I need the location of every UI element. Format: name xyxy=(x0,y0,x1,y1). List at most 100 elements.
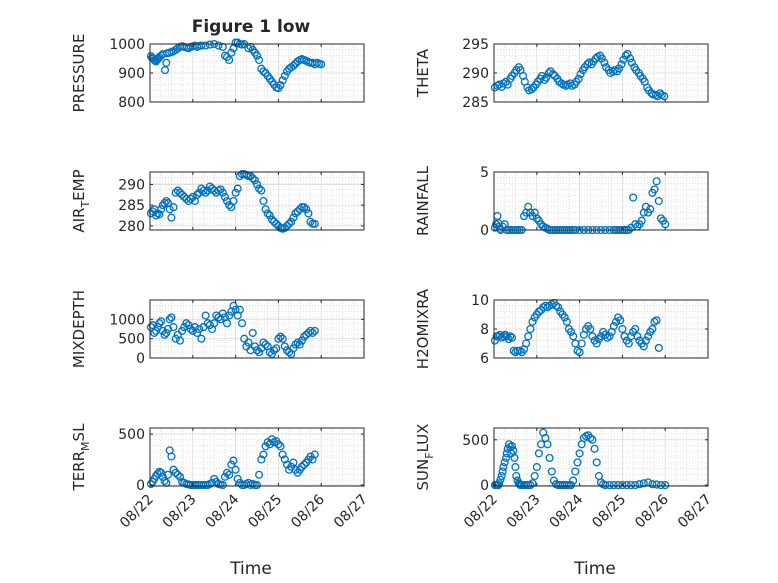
data-point xyxy=(609,481,618,490)
data-point xyxy=(600,58,609,67)
data-point xyxy=(270,217,279,226)
data-point xyxy=(229,456,238,465)
data-point xyxy=(229,301,238,310)
data-point xyxy=(590,444,599,453)
data-point xyxy=(160,199,169,208)
data-point xyxy=(511,462,520,472)
y-tick-label: 500 xyxy=(118,427,145,443)
data-point xyxy=(155,319,164,328)
data-point xyxy=(267,215,277,224)
data-point xyxy=(255,184,264,193)
subplot-theta: 285 290 295 THETA xyxy=(414,37,709,111)
x-axis-label-left: Time xyxy=(229,559,272,579)
data-point xyxy=(532,462,541,472)
data-point xyxy=(571,467,580,476)
data-point xyxy=(270,346,279,355)
data-point xyxy=(218,480,227,490)
data-point xyxy=(193,328,202,337)
data-point xyxy=(562,317,571,326)
data-point xyxy=(265,440,274,449)
y-tick-label: 6 xyxy=(480,351,489,367)
axes-box xyxy=(493,427,709,487)
data-point xyxy=(173,470,182,479)
data-point xyxy=(162,58,171,67)
data-point xyxy=(282,221,292,230)
data-point xyxy=(278,450,287,459)
data-point xyxy=(614,64,624,73)
data-point xyxy=(575,449,584,458)
subplot-mixdepth: 0 500 1000 MIXDEPTH xyxy=(70,290,365,368)
axes-box xyxy=(149,299,365,359)
data-point xyxy=(278,76,287,85)
data-point xyxy=(496,475,505,484)
data-point xyxy=(280,455,289,464)
y-tick-label: 290 xyxy=(462,66,489,82)
data-point xyxy=(157,205,166,214)
data-point xyxy=(225,470,234,479)
data-point xyxy=(586,433,595,443)
data-point xyxy=(650,317,659,326)
data-point xyxy=(512,471,521,481)
data-point xyxy=(629,193,638,202)
data-point xyxy=(220,51,229,60)
data-point xyxy=(310,326,319,335)
data-point xyxy=(302,205,311,214)
data-point xyxy=(573,346,582,355)
data-point xyxy=(605,332,614,341)
y-tick-label: 285 xyxy=(462,95,489,111)
data-point xyxy=(547,300,556,309)
data-point xyxy=(530,471,539,481)
data-point xyxy=(193,190,202,199)
data-point xyxy=(214,41,223,50)
data-point xyxy=(656,214,665,223)
data-point xyxy=(252,180,262,189)
data-point xyxy=(616,316,625,325)
data-point xyxy=(306,326,315,335)
data-point xyxy=(165,315,174,324)
data-point xyxy=(173,186,182,195)
data-point xyxy=(261,340,270,349)
data-point xyxy=(654,343,663,352)
data-point xyxy=(534,307,543,316)
data-point xyxy=(250,176,259,185)
y-tick-label: 1000 xyxy=(109,37,145,53)
data-point xyxy=(248,328,257,337)
data-point xyxy=(297,462,306,471)
data-point xyxy=(195,324,204,334)
data-point xyxy=(597,54,606,63)
y-axis-label-2: AIRTEMP xyxy=(70,169,92,232)
data-point xyxy=(641,336,650,345)
data-point xyxy=(637,216,646,225)
data-point xyxy=(526,324,535,334)
y-axis-label-5: H2OMIXRA xyxy=(414,288,432,369)
y-tick-label: 280 xyxy=(118,219,145,235)
data-point xyxy=(549,70,558,79)
data-point xyxy=(276,332,285,341)
data-point xyxy=(201,188,210,197)
data-point xyxy=(601,481,610,490)
y-tick-label: 900 xyxy=(118,66,145,82)
y-tick-label: 8 xyxy=(480,322,489,338)
data-point xyxy=(274,334,283,343)
y-tick-label: 1000 xyxy=(109,312,145,328)
plot-area xyxy=(494,172,708,230)
data-point xyxy=(285,219,294,228)
data-point xyxy=(205,321,214,330)
data-point xyxy=(495,80,504,89)
data-point xyxy=(255,348,264,357)
data-point xyxy=(639,479,648,488)
data-point xyxy=(169,323,178,332)
data-point xyxy=(263,209,272,218)
data-point xyxy=(537,71,546,80)
data-point xyxy=(534,449,543,458)
data-point xyxy=(295,340,304,349)
data-point xyxy=(569,476,578,485)
data-point xyxy=(614,481,623,490)
data-point xyxy=(280,342,289,351)
y-tick-label: 0 xyxy=(136,478,145,494)
data-point xyxy=(586,324,595,334)
y-tick-label: 285 xyxy=(118,198,145,214)
data-point xyxy=(608,67,618,76)
data-point xyxy=(560,313,569,322)
